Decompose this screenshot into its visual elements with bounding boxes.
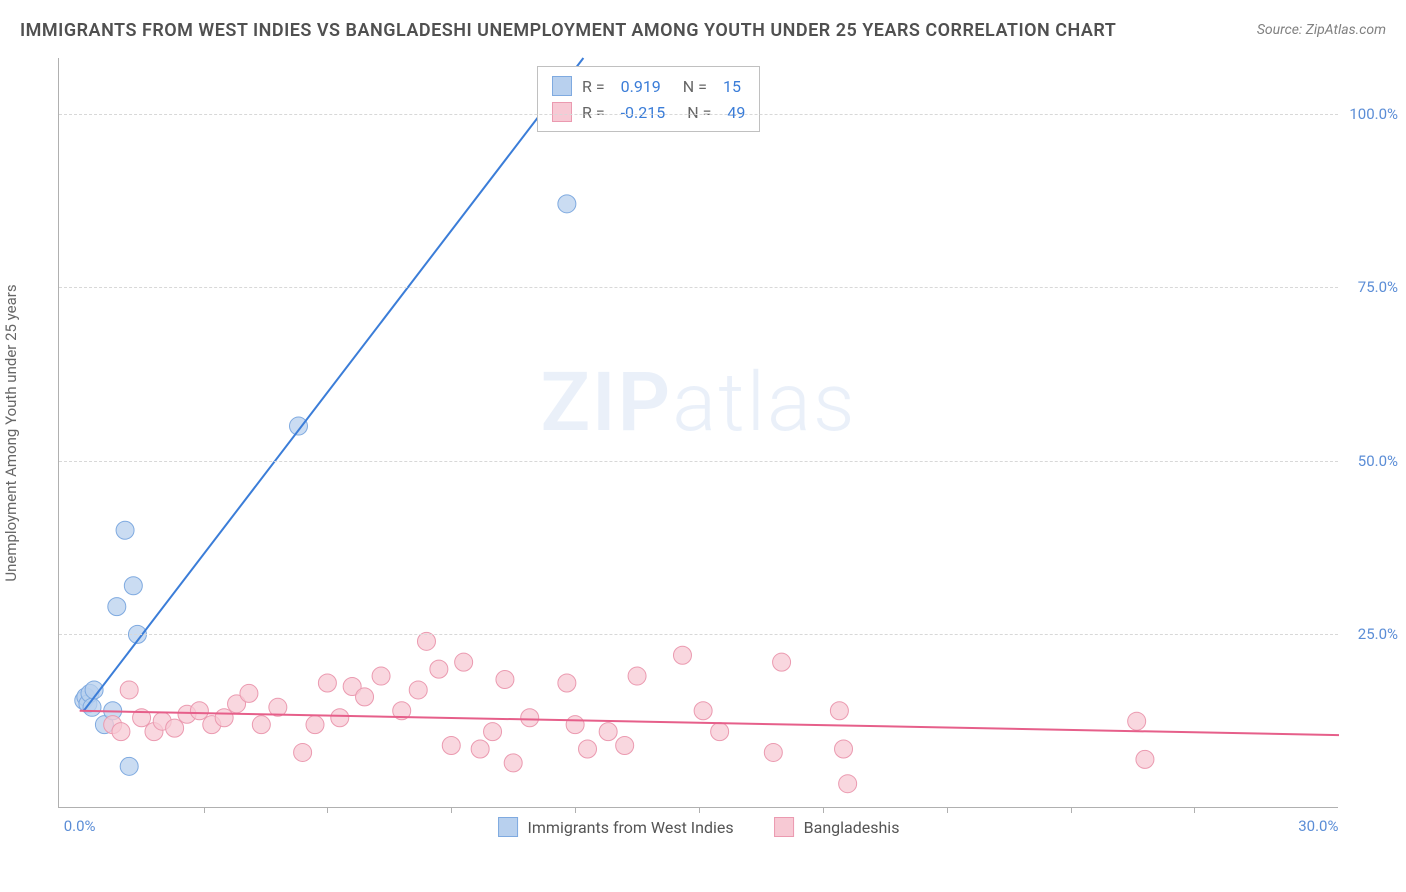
x-tick-mark xyxy=(575,807,576,813)
scatter-point xyxy=(289,417,307,435)
gridline-h xyxy=(59,461,1338,462)
legend-r-value-1: -0.215 xyxy=(621,103,666,122)
plot-area: ZIPatlas Unemployment Among Youth under … xyxy=(58,58,1338,808)
scatter-point xyxy=(108,598,126,616)
y-axis-label: Unemployment Among Youth under 25 years xyxy=(2,233,20,633)
scatter-point xyxy=(504,754,522,772)
scatter-point xyxy=(240,684,258,702)
x-tick-mark xyxy=(451,807,452,813)
gridline-h xyxy=(59,114,1338,115)
scatter-point xyxy=(190,702,208,720)
scatter-point xyxy=(252,716,270,734)
scatter-point xyxy=(455,653,473,671)
x-tick-label: 30.0% xyxy=(1298,817,1338,835)
source-attribution: Source: ZipAtlas.com xyxy=(1257,22,1386,38)
bottom-legend: Immigrants from West Indies Bangladeshis xyxy=(498,817,900,837)
x-tick-mark xyxy=(947,807,948,813)
y-tick-label: 25.0% xyxy=(1358,625,1398,643)
x-tick-mark xyxy=(327,807,328,813)
scatter-point xyxy=(442,737,460,755)
x-tick-mark xyxy=(1071,807,1072,813)
scatter-point xyxy=(1136,750,1154,768)
scatter-point xyxy=(830,702,848,720)
legend-n-value-1: 49 xyxy=(727,103,745,122)
scatter-point xyxy=(773,653,791,671)
legend-n-label-1: N = xyxy=(687,103,711,122)
bottom-legend-item-0: Immigrants from West Indies xyxy=(498,817,734,837)
scatter-point xyxy=(711,723,729,741)
scatter-point xyxy=(835,740,853,758)
scatter-point xyxy=(318,674,336,692)
x-tick-mark xyxy=(699,807,700,813)
plot-svg xyxy=(59,58,1339,808)
scatter-point xyxy=(331,709,349,727)
trend-line xyxy=(84,58,584,711)
scatter-point xyxy=(599,723,617,741)
scatter-point xyxy=(839,775,857,793)
scatter-point xyxy=(628,667,646,685)
scatter-point xyxy=(120,757,138,775)
scatter-point xyxy=(120,681,138,699)
legend-n-value-0: 15 xyxy=(723,77,741,96)
legend-row-series-1: R = -0.215 N = 49 xyxy=(552,99,745,125)
scatter-point xyxy=(306,716,324,734)
scatter-point xyxy=(558,195,576,213)
scatter-point xyxy=(616,737,634,755)
bottom-legend-item-1: Bangladeshis xyxy=(774,817,900,837)
x-tick-mark xyxy=(1194,807,1195,813)
y-tick-label: 50.0% xyxy=(1358,452,1398,470)
scatter-point xyxy=(112,723,130,741)
scatter-point xyxy=(694,702,712,720)
scatter-point xyxy=(372,667,390,685)
scatter-point xyxy=(356,688,374,706)
bottom-legend-swatch-1 xyxy=(774,817,794,837)
bottom-legend-swatch-0 xyxy=(498,817,518,837)
scatter-point xyxy=(764,743,782,761)
scatter-point xyxy=(579,740,597,758)
correlation-legend: R = 0.919 N = 15 R = -0.215 N = 49 xyxy=(537,66,760,132)
legend-row-series-0: R = 0.919 N = 15 xyxy=(552,73,745,99)
legend-r-label-1: R = xyxy=(582,103,605,122)
scatter-point xyxy=(521,709,539,727)
scatter-point xyxy=(484,723,502,741)
scatter-point xyxy=(116,521,134,539)
gridline-h xyxy=(59,634,1338,635)
scatter-point xyxy=(471,740,489,758)
scatter-point xyxy=(1128,712,1146,730)
scatter-point xyxy=(673,646,691,664)
scatter-point xyxy=(409,681,427,699)
scatter-point xyxy=(430,660,448,678)
legend-swatch-0 xyxy=(552,76,572,96)
legend-n-label-0: N = xyxy=(683,77,707,96)
gridline-h xyxy=(59,287,1338,288)
scatter-point xyxy=(166,719,184,737)
chart-title: IMMIGRANTS FROM WEST INDIES VS BANGLADES… xyxy=(20,20,1116,41)
chart-container: ZIPatlas Unemployment Among Youth under … xyxy=(58,58,1388,838)
x-tick-label: 0.0% xyxy=(64,817,96,835)
scatter-point xyxy=(566,716,584,734)
scatter-point xyxy=(294,743,312,761)
legend-r-label-0: R = xyxy=(582,77,605,96)
y-tick-label: 75.0% xyxy=(1358,278,1398,296)
scatter-point xyxy=(215,709,233,727)
scatter-point xyxy=(496,671,514,689)
bottom-legend-label-1: Bangladeshis xyxy=(804,818,900,837)
legend-r-value-0: 0.919 xyxy=(621,77,661,96)
bottom-legend-label-0: Immigrants from West Indies xyxy=(528,818,734,837)
scatter-point xyxy=(124,577,142,595)
legend-swatch-1 xyxy=(552,102,572,122)
y-tick-label: 100.0% xyxy=(1349,105,1398,123)
x-tick-mark xyxy=(823,807,824,813)
scatter-point xyxy=(558,674,576,692)
x-tick-mark xyxy=(204,807,205,813)
